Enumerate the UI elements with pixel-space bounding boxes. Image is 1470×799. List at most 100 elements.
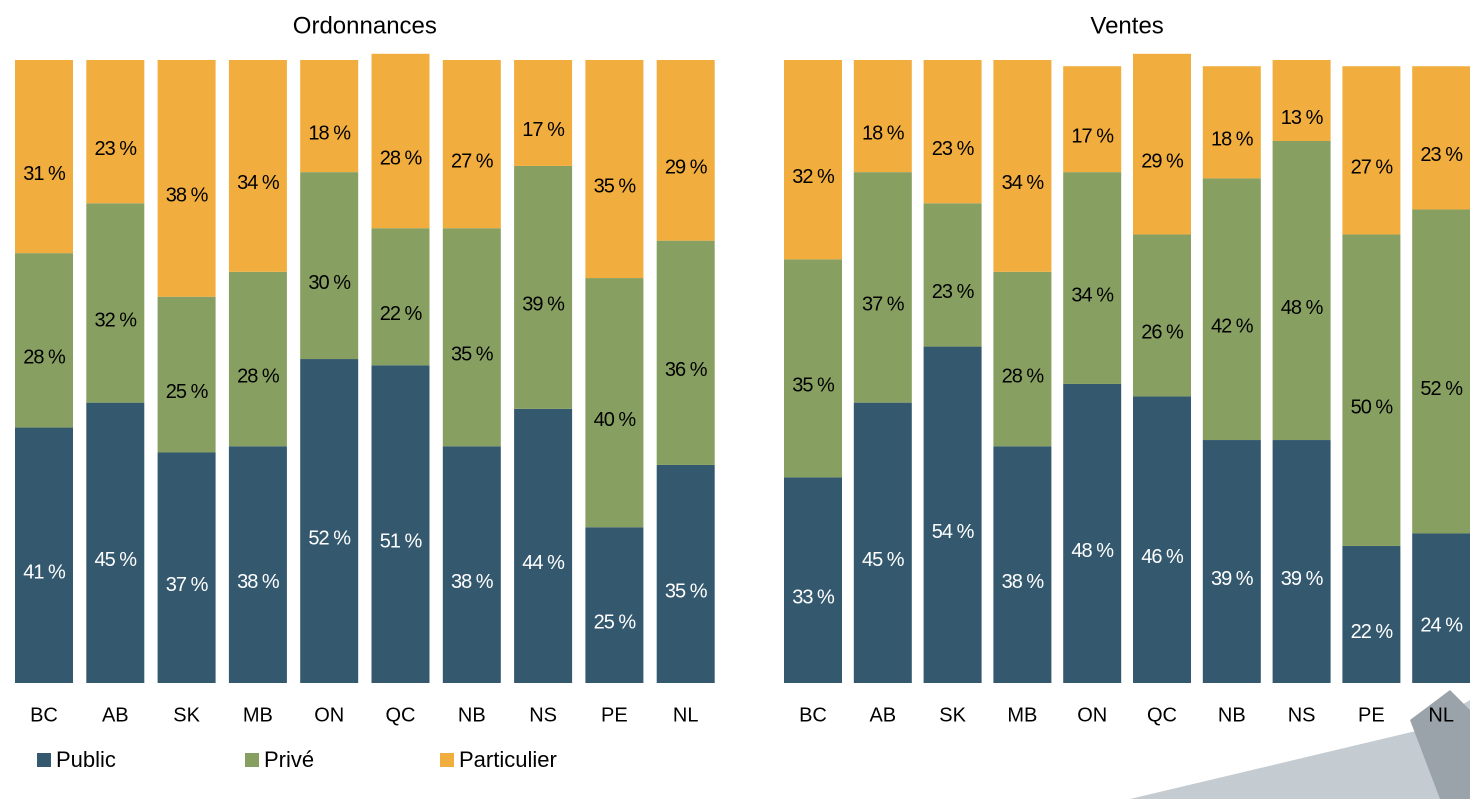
x-tick-label: ON — [1077, 704, 1107, 726]
data-label: 34 % — [1002, 172, 1045, 194]
data-label: 35 % — [594, 175, 637, 197]
bar-segment — [923, 346, 982, 683]
x-tick-label: NB — [1218, 704, 1246, 726]
data-label: 40 % — [594, 409, 637, 431]
bar-segment — [86, 60, 145, 204]
x-tick-label: QC — [386, 704, 416, 726]
bar-segment — [15, 60, 73, 254]
bar-segment — [656, 464, 715, 683]
data-label: 31 % — [23, 163, 66, 185]
data-label: 48 % — [1281, 297, 1324, 319]
bar-segment — [1133, 53, 1191, 235]
x-tick-label: MB — [243, 704, 273, 726]
data-label: 34 % — [1071, 284, 1114, 306]
data-label: 39 % — [1281, 568, 1324, 590]
bar-segment — [585, 527, 644, 683]
bar-segment — [157, 452, 216, 683]
data-label: 50 % — [1351, 396, 1394, 418]
legend-label: Particulier — [459, 747, 557, 772]
chart-title: Ventes — [1090, 12, 1163, 39]
bar-segment — [656, 240, 715, 465]
data-label: 27 % — [451, 150, 494, 172]
bar-segment — [923, 60, 982, 204]
data-label: 28 % — [380, 147, 423, 169]
data-label: 46 % — [1141, 546, 1184, 568]
data-label: 26 % — [1141, 322, 1184, 344]
bar-segment — [15, 253, 73, 428]
bar-segment — [514, 165, 573, 409]
x-tick-label: QC — [1147, 704, 1177, 726]
data-label: 34 % — [237, 172, 280, 194]
data-label: 36 % — [665, 359, 708, 381]
data-label: 29 % — [1141, 150, 1184, 172]
x-tick-label: SK — [173, 704, 200, 726]
data-label: 35 % — [792, 375, 835, 397]
bar-segment — [1202, 178, 1261, 441]
decoration — [1410, 690, 1470, 799]
data-label: 33 % — [792, 586, 835, 608]
bar-segment — [157, 296, 216, 453]
bar-segment — [1133, 396, 1191, 683]
bar-segment — [993, 446, 1052, 683]
bar-segment — [1202, 66, 1261, 179]
legend-label: Privé — [264, 747, 314, 772]
data-label: 38 % — [451, 571, 494, 593]
bar-segment — [1412, 66, 1470, 210]
data-label: 29 % — [665, 157, 708, 179]
data-label: 27 % — [1351, 157, 1394, 179]
data-label: 42 % — [1211, 315, 1254, 337]
bar-segment — [300, 60, 359, 173]
bar-segment — [157, 60, 216, 297]
data-label: 22 % — [1351, 621, 1394, 643]
data-label: 38 % — [237, 571, 280, 593]
data-label: 13 % — [1281, 107, 1324, 129]
bar-segment — [993, 60, 1052, 272]
bar-segment — [1063, 66, 1122, 173]
x-tick-label: BC — [30, 704, 58, 726]
legend-label: Public — [56, 747, 116, 772]
x-tick-label: AB — [102, 704, 129, 726]
x-tick-label: NL — [1428, 704, 1454, 726]
data-label: 28 % — [1002, 365, 1045, 387]
bar-segment — [228, 446, 287, 683]
x-tick-label: SK — [939, 704, 966, 726]
legend-swatch — [245, 753, 259, 767]
bar-segment — [300, 172, 359, 360]
chart-title: Ordonnances — [293, 12, 437, 39]
bar-segment — [228, 60, 287, 272]
bar-segment — [784, 60, 842, 260]
data-label: 48 % — [1071, 540, 1114, 562]
bar-segment — [442, 60, 501, 229]
bar-segment — [300, 359, 359, 683]
bar-segment — [853, 402, 912, 683]
data-label: 39 % — [522, 294, 565, 316]
x-tick-label: NS — [529, 704, 557, 726]
x-tick-label: AB — [869, 704, 896, 726]
bar-segment — [371, 365, 430, 683]
data-label: 28 % — [237, 365, 280, 387]
x-tick-label: BC — [799, 704, 827, 726]
x-tick-label: PE — [601, 704, 628, 726]
bar-segment — [15, 427, 73, 683]
bar-segment — [585, 60, 644, 279]
bar-segment — [1272, 60, 1331, 141]
bar-segment — [1272, 140, 1331, 441]
data-label: 23 % — [932, 281, 975, 303]
bar-segment — [1412, 209, 1470, 534]
x-tick-label: PE — [1358, 704, 1385, 726]
bar-segment — [442, 446, 501, 683]
data-label: 18 % — [1211, 129, 1254, 151]
bar-segment — [228, 271, 287, 447]
bar-segment — [585, 278, 644, 528]
data-label: 38 % — [166, 185, 209, 207]
data-label: 18 % — [308, 122, 351, 144]
data-label: 17 % — [1071, 125, 1114, 147]
bar-segment — [1342, 545, 1401, 683]
bar-segment — [442, 228, 501, 447]
data-label: 32 % — [792, 166, 835, 188]
bar-segment — [1272, 440, 1331, 683]
bar-segment — [514, 60, 573, 166]
data-label: 35 % — [665, 580, 708, 602]
data-label: 52 % — [308, 527, 351, 549]
